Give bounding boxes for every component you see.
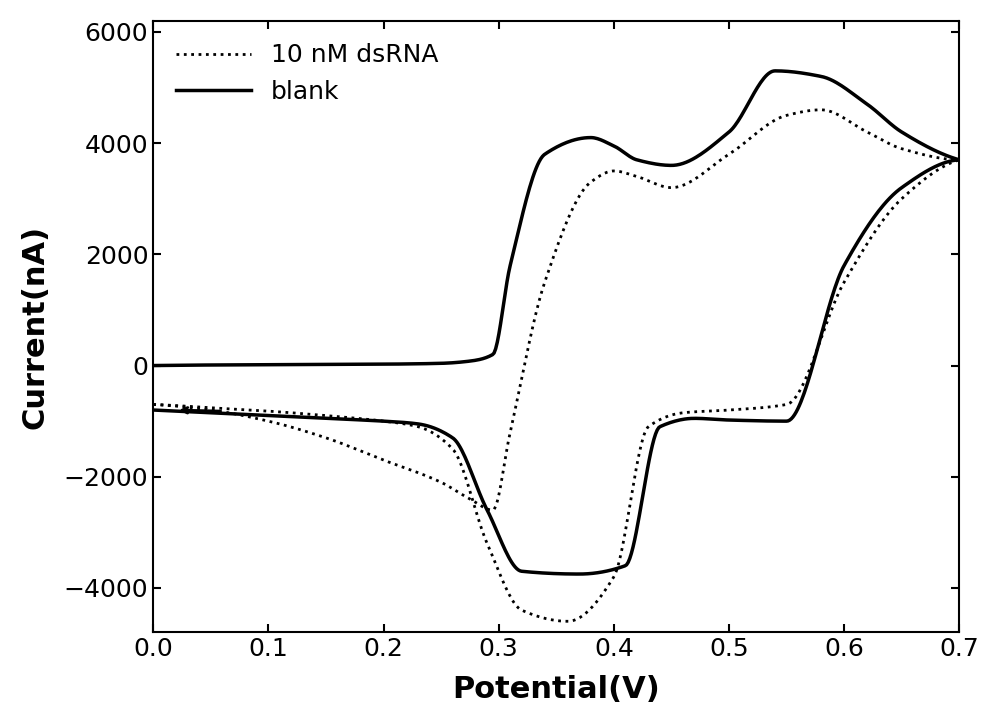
blank	[583, 133, 595, 142]
blank	[810, 71, 822, 80]
Y-axis label: Current(nA): Current(nA)	[21, 225, 50, 428]
10 nM dsRNA	[629, 172, 641, 181]
10 nM dsRNA	[147, 400, 159, 409]
blank	[530, 164, 542, 173]
10 nM dsRNA	[486, 506, 498, 515]
blank	[147, 361, 159, 370]
10 nM dsRNA	[537, 285, 549, 294]
10 nM dsRNA	[532, 302, 544, 311]
Legend: 10 nM dsRNA, blank: 10 nM dsRNA, blank	[166, 33, 448, 114]
blank	[936, 149, 948, 158]
10 nM dsRNA	[810, 106, 822, 115]
Line: 10 nM dsRNA: 10 nM dsRNA	[153, 109, 959, 510]
10 nM dsRNA	[937, 154, 949, 163]
blank	[953, 155, 965, 164]
blank	[535, 154, 547, 163]
X-axis label: Potential(V): Potential(V)	[452, 675, 660, 704]
blank	[769, 67, 781, 75]
10 nM dsRNA	[953, 155, 965, 164]
10 nM dsRNA	[814, 105, 826, 114]
blank	[627, 154, 639, 162]
Line: blank: blank	[153, 71, 959, 365]
10 nM dsRNA	[585, 178, 597, 186]
